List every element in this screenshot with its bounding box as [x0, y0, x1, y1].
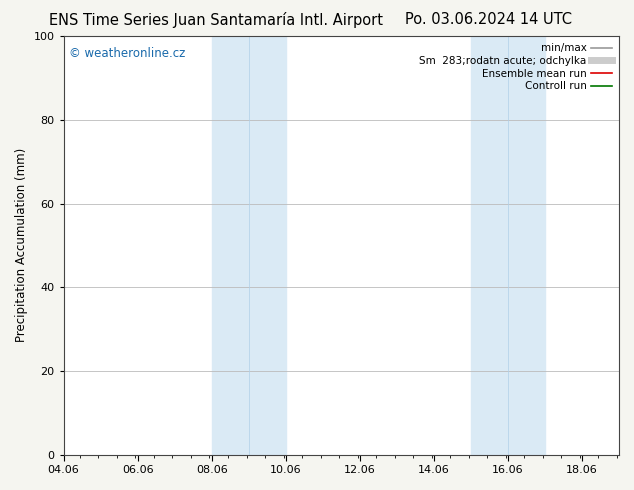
Bar — [212, 36, 249, 455]
Text: ENS Time Series Juan Santamaría Intl. Airport: ENS Time Series Juan Santamaría Intl. Ai… — [49, 12, 382, 28]
Text: Po. 03.06.2024 14 UTC: Po. 03.06.2024 14 UTC — [404, 12, 572, 27]
Text: © weatheronline.cz: © weatheronline.cz — [69, 47, 186, 60]
Bar — [508, 36, 545, 455]
Legend: min/max, Sm  283;rodatn acute; odchylka, Ensemble mean run, Controll run: min/max, Sm 283;rodatn acute; odchylka, … — [417, 41, 614, 93]
Bar — [249, 36, 286, 455]
Y-axis label: Precipitation Accumulation (mm): Precipitation Accumulation (mm) — [15, 148, 28, 343]
Bar — [471, 36, 508, 455]
